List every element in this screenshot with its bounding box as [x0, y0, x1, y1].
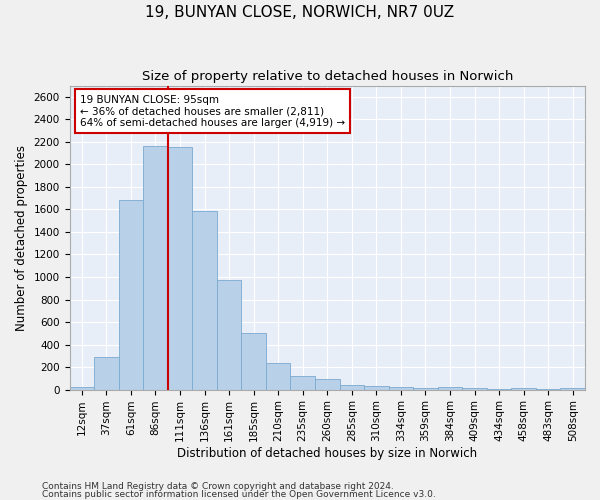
Bar — [94, 357, 119, 390]
Text: Contains HM Land Registry data © Crown copyright and database right 2024.: Contains HM Land Registry data © Crown c… — [42, 482, 394, 491]
Bar — [241, 334, 266, 390]
Bar — [266, 362, 290, 390]
Bar — [462, 388, 487, 390]
Text: 19, BUNYAN CLOSE, NORWICH, NR7 0UZ: 19, BUNYAN CLOSE, NORWICH, NR7 0UZ — [145, 5, 455, 20]
Bar — [340, 384, 364, 390]
Bar — [487, 389, 511, 390]
Bar — [217, 280, 241, 390]
Title: Size of property relative to detached houses in Norwich: Size of property relative to detached ho… — [142, 70, 513, 83]
Bar — [511, 388, 536, 390]
Y-axis label: Number of detached properties: Number of detached properties — [15, 144, 28, 330]
Bar — [438, 388, 462, 390]
Bar — [143, 146, 168, 390]
Text: Contains public sector information licensed under the Open Government Licence v3: Contains public sector information licen… — [42, 490, 436, 499]
Bar — [119, 200, 143, 390]
X-axis label: Distribution of detached houses by size in Norwich: Distribution of detached houses by size … — [177, 447, 478, 460]
Bar — [413, 388, 438, 390]
Bar — [192, 210, 217, 390]
Bar — [290, 376, 315, 390]
Bar — [389, 388, 413, 390]
Text: 19 BUNYAN CLOSE: 95sqm
← 36% of detached houses are smaller (2,811)
64% of semi-: 19 BUNYAN CLOSE: 95sqm ← 36% of detached… — [80, 94, 345, 128]
Bar — [315, 379, 340, 390]
Bar — [70, 388, 94, 390]
Bar — [168, 148, 192, 390]
Bar — [536, 389, 560, 390]
Bar — [364, 386, 389, 390]
Bar — [560, 388, 585, 390]
